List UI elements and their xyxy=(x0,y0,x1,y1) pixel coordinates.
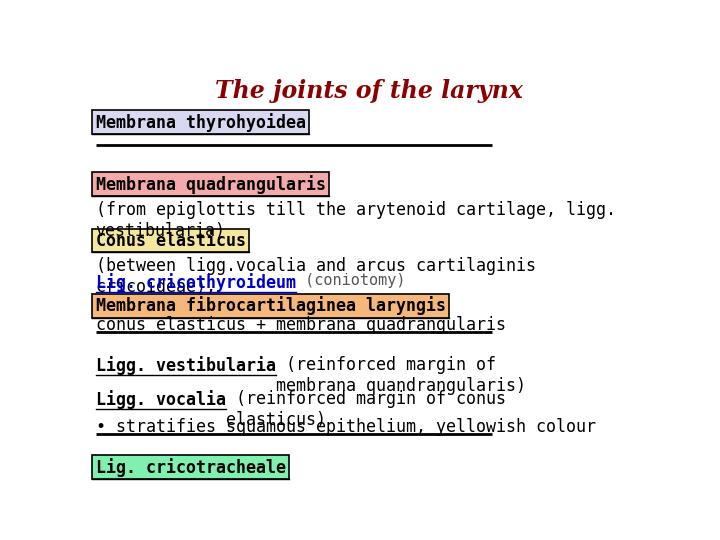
Text: (between ligg.vocalia and arcus cartilaginis
cricoideae),: (between ligg.vocalia and arcus cartilag… xyxy=(96,257,536,296)
FancyBboxPatch shape xyxy=(92,230,249,252)
FancyBboxPatch shape xyxy=(92,455,289,479)
Text: • stratifies squamous epithelium, yellowish colour: • stratifies squamous epithelium, yellow… xyxy=(96,418,595,436)
FancyBboxPatch shape xyxy=(92,172,329,197)
Text: Ligg. vocalia: Ligg. vocalia xyxy=(96,390,225,409)
Text: conus elasticus + membrana quadrangularis: conus elasticus + membrana quadrangulari… xyxy=(96,315,505,334)
Text: Conus elasticus: Conus elasticus xyxy=(96,232,246,250)
Text: The joints of the larynx: The joints of the larynx xyxy=(215,79,523,103)
Text: Membrana quadrangularis: Membrana quadrangularis xyxy=(96,175,325,194)
Text: (reinforced margin of
membrana quandrangularis): (reinforced margin of membrana quandrang… xyxy=(276,356,526,395)
Text: Membrana fibrocartilaginea laryngis: Membrana fibrocartilaginea laryngis xyxy=(96,296,446,315)
Text: (reinforced margin of conus
elasticus): (reinforced margin of conus elasticus) xyxy=(225,390,505,429)
Text: (from epiglottis till the arytenoid cartilage, ligg.
vestibularia): (from epiglottis till the arytenoid cart… xyxy=(96,201,616,240)
Text: (coniotomy): (coniotomy) xyxy=(296,273,405,288)
FancyBboxPatch shape xyxy=(92,110,309,134)
Text: Lig. cricotracheale: Lig. cricotracheale xyxy=(96,458,286,477)
Text: Membrana thyrohyoidea: Membrana thyrohyoidea xyxy=(96,113,305,132)
Text: Lig. cricothyroideum: Lig. cricothyroideum xyxy=(96,273,296,292)
FancyBboxPatch shape xyxy=(92,294,449,318)
Text: Ligg. vestibularia: Ligg. vestibularia xyxy=(96,356,276,375)
